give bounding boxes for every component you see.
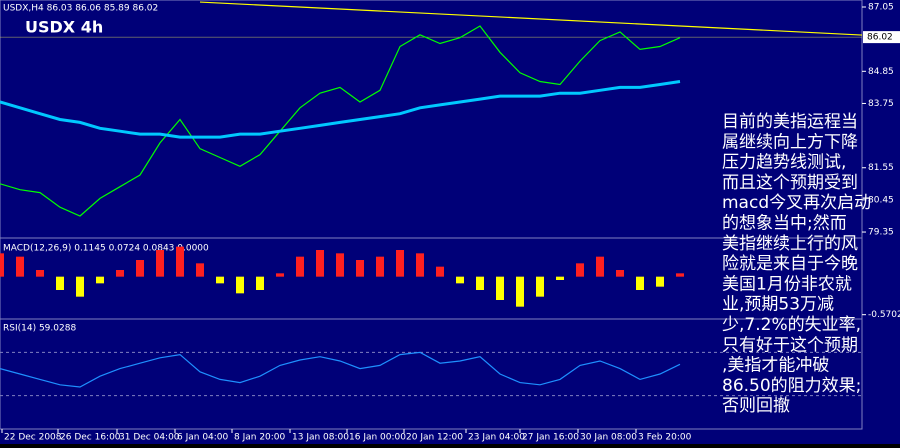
histogram-bar bbox=[396, 250, 404, 277]
histogram-bar bbox=[656, 276, 664, 287]
annotation-line: 而且这个预期受到 bbox=[722, 173, 858, 193]
x-tick-label: 20 Jan 12:00 bbox=[406, 433, 463, 443]
histogram-bar bbox=[336, 253, 344, 277]
histogram-bar bbox=[216, 276, 224, 284]
histogram-bar bbox=[56, 276, 64, 290]
x-tick-label: 27 Jan 16:00 bbox=[522, 433, 579, 443]
series-line bbox=[0, 25, 681, 217]
annotation-line: 否则回撤 bbox=[722, 396, 790, 416]
annotation-line: ,美指才能冲破 bbox=[722, 356, 829, 376]
y-tick-label: -0.5702 bbox=[868, 310, 900, 320]
histogram-bar bbox=[456, 276, 464, 284]
y-tick-label: 83.75 bbox=[868, 99, 894, 109]
histogram-bar bbox=[436, 266, 444, 277]
x-tick-label: 13 Jan 08:00 bbox=[292, 433, 349, 443]
last-price-box bbox=[863, 31, 900, 44]
annotation-line: 压力趋势线测试, bbox=[722, 153, 846, 173]
annotation-line: 的想象当中;然而 bbox=[722, 214, 847, 234]
histogram-bar bbox=[36, 270, 44, 277]
plot-frame bbox=[0, 0, 863, 430]
histogram-bar bbox=[256, 276, 264, 290]
series-line bbox=[0, 351, 681, 388]
histogram-bar bbox=[196, 263, 204, 277]
x-tick-label: 16 Jan 00:00 bbox=[349, 433, 406, 443]
histogram-bar bbox=[596, 256, 604, 277]
histogram-bar bbox=[316, 250, 324, 277]
histogram-bar bbox=[476, 276, 484, 290]
panel-title: MACD(12,26,9) 0.1145 0.0724 0.0843 0.000… bbox=[3, 244, 209, 254]
histogram-bar bbox=[96, 276, 104, 284]
annotation-line: 少,7.2%的失业率, bbox=[722, 315, 861, 335]
annotation-line: 险就是来自于今晚 bbox=[722, 254, 858, 274]
panel-title: USDX,H4 86.03 86.06 85.89 86.02 bbox=[3, 4, 158, 14]
histogram-bar bbox=[16, 256, 24, 277]
annotation-line: macd今叉再次启动 bbox=[722, 193, 871, 213]
y-tick-label: 79.35 bbox=[868, 228, 894, 238]
histogram-bar bbox=[676, 273, 684, 277]
y-tick-label: 84.85 bbox=[868, 67, 894, 77]
histogram-bar bbox=[616, 270, 624, 277]
annotation-line: 美国1月份非农就 bbox=[722, 274, 852, 294]
x-tick-label: 8 Jan 20:00 bbox=[234, 433, 286, 443]
x-tick-label: 3 Feb 20:00 bbox=[638, 433, 692, 443]
histogram-bar bbox=[356, 260, 364, 277]
histogram-bar bbox=[576, 263, 584, 277]
x-tick-label: 22 Dec 2008 bbox=[4, 433, 62, 443]
histogram-bar bbox=[236, 276, 244, 294]
series-line bbox=[0, 80, 681, 139]
annotation-line: 目前的美指运程当 bbox=[722, 112, 858, 132]
histogram-bar bbox=[176, 246, 184, 277]
panel-title: RSI(14) 59.0288 bbox=[3, 324, 76, 334]
histogram-bar bbox=[496, 276, 504, 300]
annotation-line: 美指继续上行的风 bbox=[722, 234, 858, 254]
annotation-line: 86.50的阻力效果; bbox=[722, 376, 861, 396]
y-tick-label: 80.45 bbox=[868, 195, 894, 205]
y-tick-label: 87.05 bbox=[868, 3, 894, 13]
histogram-bar bbox=[536, 276, 544, 297]
annotation-line: 属继续向上方下降 bbox=[722, 132, 858, 152]
histogram-bar bbox=[116, 270, 124, 277]
x-tick-label: 23 Jan 04:00 bbox=[468, 433, 525, 443]
annotation-line: 业,预期53万减 bbox=[722, 295, 834, 315]
histogram-bar bbox=[296, 256, 304, 277]
histogram-bar bbox=[156, 250, 164, 277]
histogram-bar bbox=[556, 276, 564, 280]
panel-subtitle: USDX 4h bbox=[25, 18, 103, 37]
histogram-bar bbox=[136, 260, 144, 277]
x-tick-label: 30 Jan 08:00 bbox=[580, 433, 637, 443]
histogram-bar bbox=[376, 256, 384, 277]
x-tick-label: 6 Jan 04:00 bbox=[177, 433, 229, 443]
x-tick-label: 26 Dec 16:00 bbox=[60, 433, 121, 443]
y-tick-label: 81.55 bbox=[868, 163, 894, 173]
histogram-bar bbox=[276, 273, 284, 277]
x-tick-label: 31 Dec 04:00 bbox=[119, 433, 180, 443]
histogram-bar bbox=[76, 276, 84, 297]
trendline bbox=[199, 1, 863, 36]
histogram-bar bbox=[636, 276, 644, 290]
annotation-line: 只有好于这个预期 bbox=[722, 335, 858, 355]
histogram-bar bbox=[516, 276, 524, 307]
histogram-bar bbox=[0, 253, 4, 277]
last-price-label: 86.02 bbox=[867, 33, 893, 43]
histogram-bar bbox=[416, 253, 424, 277]
